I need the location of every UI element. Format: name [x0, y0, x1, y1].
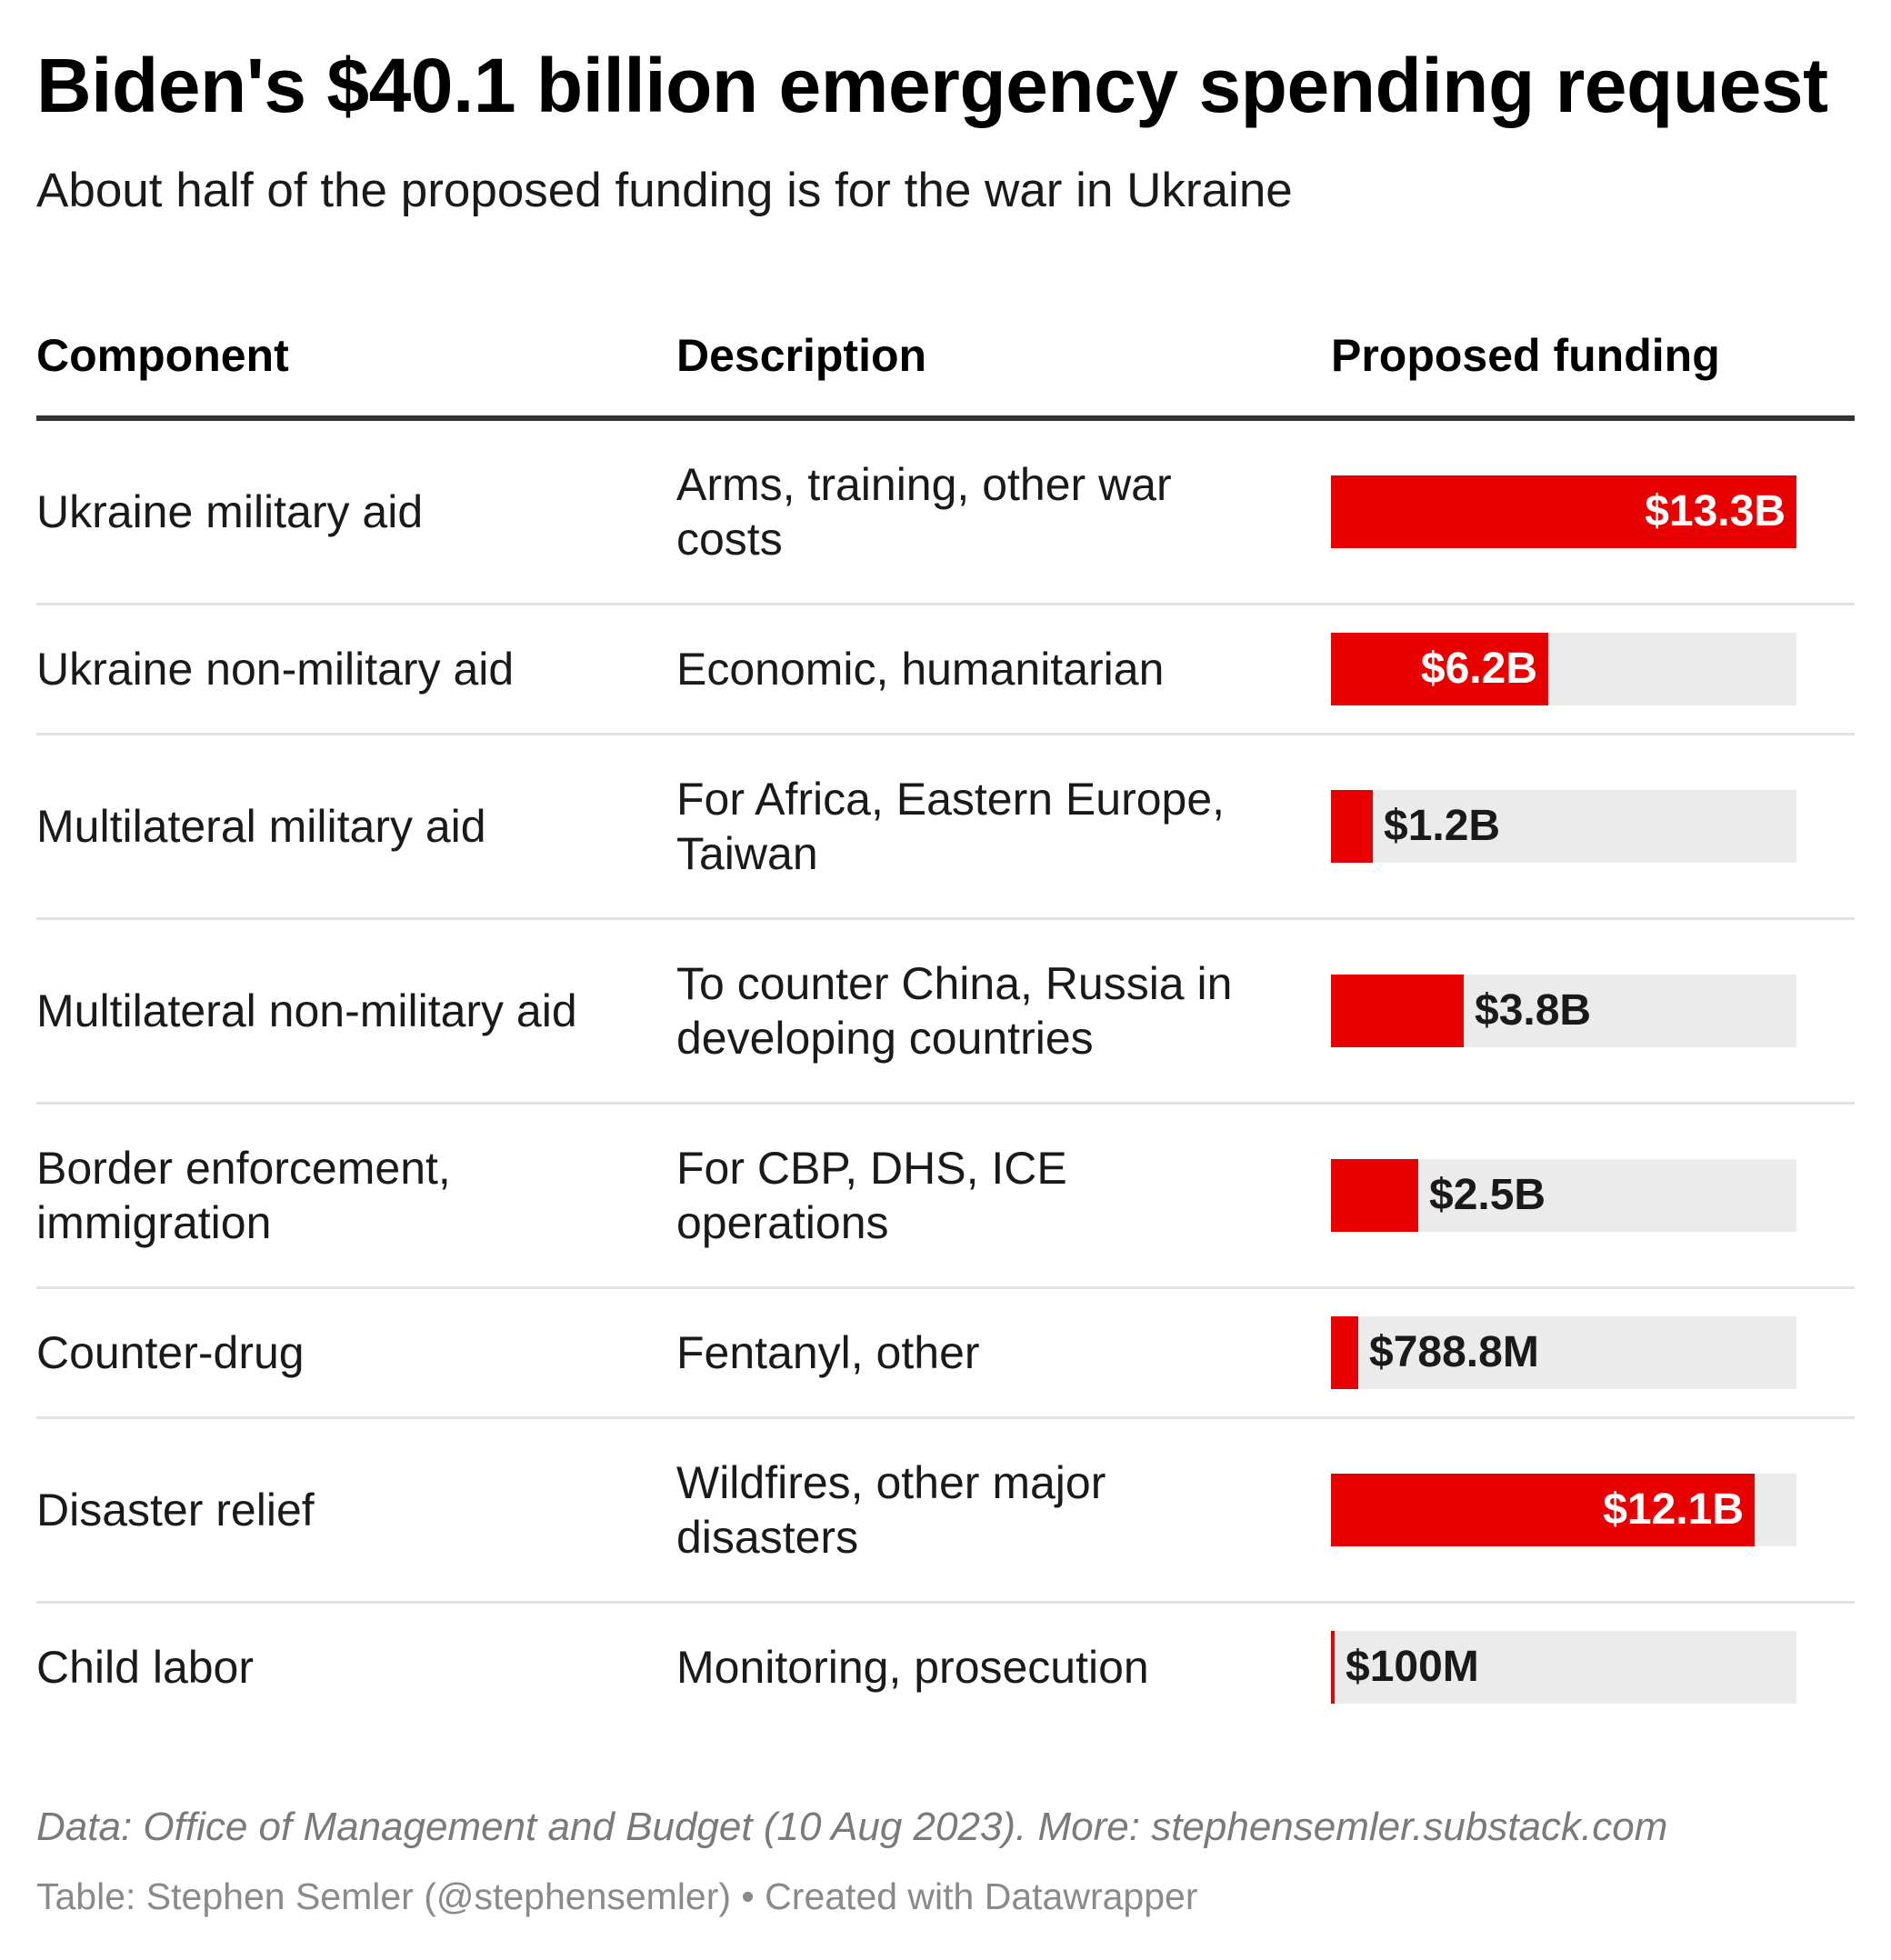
funding-value-label: $100M [1346, 1643, 1479, 1691]
header-description: Description [676, 330, 927, 381]
chart-title: Biden's $40.1 billion emergency spending… [36, 43, 1828, 128]
header-proposed-funding: Proposed funding [1331, 330, 1720, 381]
table-row: Ukraine non-military aid Economic, humani… [36, 605, 1855, 735]
funding-value-label: $2.5B [1429, 1171, 1546, 1219]
table-header: Component Description Proposed funding [36, 314, 1855, 421]
funding-bar-track: $2.5B [1331, 1159, 1796, 1232]
funding-value-label: $788.8M [1369, 1328, 1539, 1376]
funding-bar [1331, 1316, 1358, 1389]
description-cell: To counter China, Russia in developing c… [676, 920, 1240, 1102]
funding-bar-track: $3.8B [1331, 975, 1796, 1047]
table-body: Ukraine military aid Arms, training, othe… [36, 421, 1855, 1731]
funding-value-label: $1.2B [1384, 802, 1501, 850]
funding-value-label: $6.2B [1420, 645, 1537, 693]
component-cell: Ukraine non-military aid [36, 605, 618, 733]
table-row: Child labor Monitoring, prosecution $100M [36, 1604, 1855, 1731]
funding-bar-track: $788.8M [1331, 1316, 1796, 1389]
component-text: Child labor [36, 1642, 255, 1693]
description-cell: Arms, training, other war costs [676, 421, 1240, 603]
funding-bar-track: $1.2B [1331, 790, 1796, 863]
description-cell: Economic, humanitarian [676, 605, 1240, 733]
table-row: Multilateral military aid For Africa, Eas… [36, 735, 1855, 920]
description-text: Monitoring, prosecution [676, 1642, 1149, 1693]
funding-value-label: $13.3B [1645, 487, 1786, 535]
funding-bar-track: $100M [1331, 1631, 1796, 1704]
description-text: Wildfires, other major disasters [676, 1457, 1106, 1563]
component-cell: Counter-drug [36, 1289, 618, 1416]
table-row: Border enforcement, immigration For CBP, … [36, 1105, 1855, 1289]
funding-bar [1331, 475, 1796, 548]
funding-bar [1331, 1631, 1335, 1704]
description-text: Arms, training, other war costs [676, 459, 1172, 565]
header-component: Component [36, 330, 289, 381]
funding-table: Component Description Proposed funding U… [36, 314, 1855, 1731]
component-text: Multilateral military aid [36, 801, 486, 852]
component-text: Disaster relief [36, 1485, 315, 1535]
description-cell: For CBP, DHS, ICE operations [676, 1105, 1240, 1286]
description-cell: For Africa, Eastern Europe, Taiwan [676, 735, 1240, 917]
component-text: Counter-drug [36, 1327, 305, 1378]
funding-bar [1331, 1159, 1418, 1232]
funding-bar-track: $13.3B [1331, 475, 1796, 548]
table-row: Ukraine military aid Arms, training, othe… [36, 421, 1855, 605]
funding-bar-track: $6.2B [1331, 633, 1796, 705]
description-cell: Fentanyl, other [676, 1289, 1240, 1416]
component-text: Border enforcement, immigration [36, 1143, 451, 1248]
description-text: Fentanyl, other [676, 1327, 980, 1378]
table-row: Disaster relief Wildfires, other major di… [36, 1419, 1855, 1604]
description-text: To counter China, Russia in developing c… [676, 958, 1233, 1064]
component-cell: Ukraine military aid [36, 421, 618, 603]
component-text: Ukraine non-military aid [36, 644, 515, 695]
funding-value-label: $3.8B [1475, 986, 1592, 1035]
component-text: Multilateral non-military aid [36, 985, 577, 1036]
description-cell: Wildfires, other major disasters [676, 1419, 1240, 1601]
funding-value-label: $12.1B [1603, 1485, 1744, 1534]
description-text: For Africa, Eastern Europe, Taiwan [676, 774, 1226, 879]
component-text: Ukraine military aid [36, 486, 424, 537]
description-text: For CBP, DHS, ICE operations [676, 1143, 1067, 1248]
funding-bar-track: $12.1B [1331, 1474, 1796, 1546]
chart-subtitle: About half of the proposed funding is fo… [36, 164, 1293, 217]
description-cell: Monitoring, prosecution [676, 1604, 1240, 1731]
table-row: Multilateral non-military aid To counter … [36, 920, 1855, 1105]
table-row: Counter-drug Fentanyl, other $788.8M [36, 1289, 1855, 1419]
component-cell: Multilateral military aid [36, 735, 618, 917]
description-text: Economic, humanitarian [676, 644, 1165, 695]
component-cell: Multilateral non-military aid [36, 920, 618, 1102]
component-cell: Border enforcement, immigration [36, 1105, 618, 1286]
component-cell: Disaster relief [36, 1419, 618, 1601]
chart-page: Biden's $40.1 billion emergency spending… [36, 0, 1855, 1960]
credit-footer: Table: Stephen Semler (@stephensemler) •… [36, 1875, 1198, 1917]
funding-bar [1331, 633, 1548, 705]
component-cell: Child labor [36, 1604, 618, 1731]
source-notes: Data: Office of Management and Budget (1… [36, 1805, 1668, 1849]
funding-bar [1331, 1474, 1755, 1546]
funding-bar [1331, 790, 1373, 863]
funding-bar [1331, 975, 1464, 1047]
